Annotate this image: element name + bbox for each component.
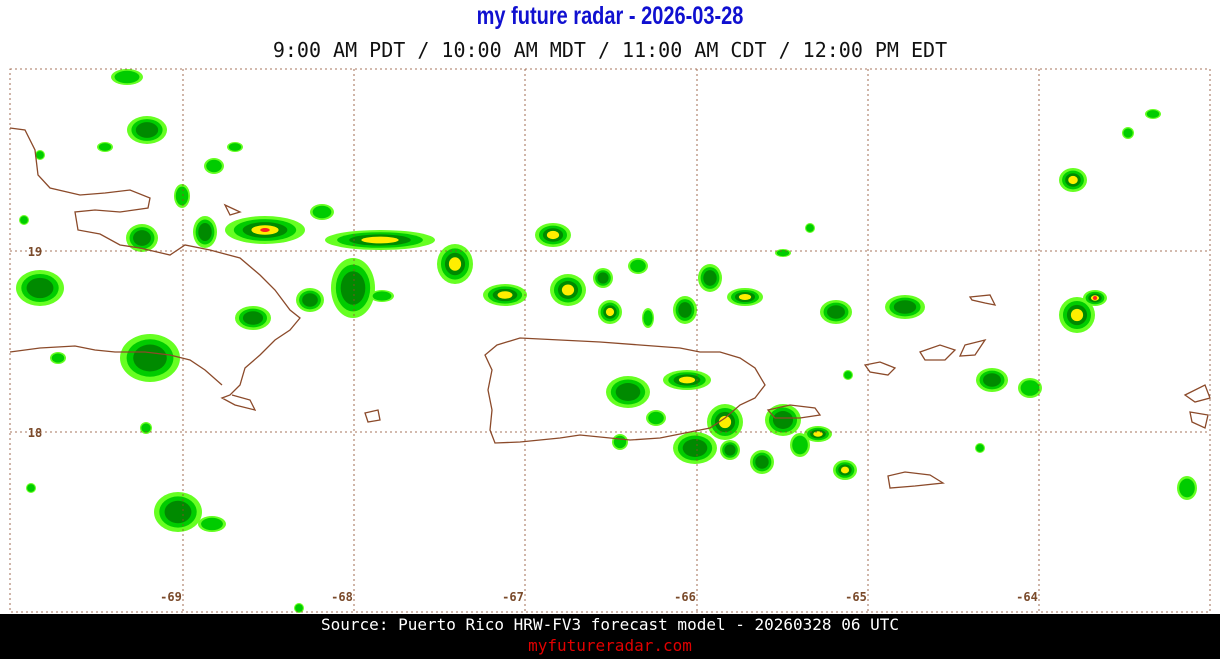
lat-label: 18 <box>28 426 42 440</box>
radar-echo <box>738 293 752 301</box>
coast-hispaniola <box>9 127 301 411</box>
radar-echo <box>597 272 609 284</box>
radar-echo <box>561 284 575 296</box>
radar-echo <box>678 302 692 318</box>
radar-echo <box>51 353 65 363</box>
radar-echo <box>164 500 192 524</box>
radar-echo <box>201 517 223 531</box>
coast-puerto-rico <box>484 337 766 444</box>
radar-echo <box>840 466 850 474</box>
lon-label: -64 <box>1016 590 1038 604</box>
radar-echo <box>114 70 140 84</box>
radar-echo <box>806 224 814 232</box>
radar-echo <box>312 205 332 219</box>
radar-echo <box>844 371 852 379</box>
subtitle: 9:00 AM PDT / 10:00 AM MDT / 11:00 AM CD… <box>272 38 948 62</box>
coast-virgin-islands <box>863 338 987 376</box>
footer-source: Source: Puerto Rico HRW-FV3 forecast mod… <box>321 615 899 634</box>
radar-echo <box>1068 175 1078 185</box>
radar-echo <box>26 277 54 299</box>
radar-echo <box>772 411 794 429</box>
radar-echo <box>340 271 366 305</box>
coast-vieques <box>766 404 822 419</box>
radar-echo <box>678 376 696 384</box>
lon-label: -68 <box>331 590 353 604</box>
radar-echo <box>643 310 653 326</box>
radar-echo <box>546 230 560 240</box>
radar-echo <box>27 484 35 492</box>
radar-echo <box>228 143 242 151</box>
radar-echo <box>605 307 615 317</box>
radar-echo <box>613 435 627 449</box>
footer: Source: Puerto Rico HRW-FV3 forecast mod… <box>0 614 1220 659</box>
lon-label: -67 <box>502 590 524 604</box>
radar-echo <box>242 311 264 325</box>
radar-echo <box>141 423 151 433</box>
radar-echo <box>827 305 845 319</box>
radar-echo <box>98 143 112 151</box>
radar-echo <box>1146 110 1160 118</box>
lon-label: -66 <box>674 590 696 604</box>
coast-st-croix <box>887 471 945 489</box>
graticule: -69 -68 -67 -66 -65 -64 19 18 <box>10 69 1210 612</box>
map-frame <box>9 68 1211 613</box>
coastlines <box>9 127 1211 489</box>
radar-echo <box>1179 478 1195 498</box>
radar-echo <box>133 230 151 246</box>
radar-echo <box>893 300 917 314</box>
radar-echo <box>983 373 1001 387</box>
radar-echo <box>755 455 769 469</box>
radar-layer <box>16 69 1197 613</box>
radar-echo <box>1123 128 1133 138</box>
radar-echo <box>206 159 222 173</box>
radar-echo <box>813 431 823 437</box>
radar-echo <box>36 151 44 159</box>
map: -69 -68 -67 -66 -65 -64 19 18 <box>9 68 1211 613</box>
footer-site: myfutureradar.com <box>528 636 692 655</box>
map-background <box>10 69 1210 612</box>
radar-echo <box>724 444 736 456</box>
radar-echo <box>198 223 212 241</box>
radar-echo <box>260 228 270 232</box>
radar-echo <box>175 186 189 206</box>
radar-echo <box>302 293 318 307</box>
radar-echo <box>703 270 717 286</box>
radar-echo <box>1020 380 1040 396</box>
radar-echo <box>776 249 790 257</box>
radar-echo <box>792 435 808 455</box>
radar-echo <box>976 444 984 452</box>
radar-echo <box>20 216 28 224</box>
radar-echo <box>648 411 664 425</box>
radar-echo <box>133 344 167 372</box>
lat-label: 19 <box>28 245 42 259</box>
radar-echo <box>615 383 641 401</box>
radar-echo <box>361 236 399 244</box>
radar-echo <box>372 291 392 301</box>
radar-echo <box>1093 296 1097 300</box>
radar-echo <box>630 259 646 273</box>
coast-small-islands <box>223 203 1211 429</box>
radar-echo <box>718 415 732 429</box>
radar-echo <box>497 291 513 299</box>
radar-echo <box>295 604 303 612</box>
title: my future radar - 2026-03-28 <box>476 2 744 30</box>
radar-echo <box>682 439 708 457</box>
radar-echo <box>448 257 462 271</box>
radar-echo <box>135 122 159 138</box>
radar-echo <box>1070 308 1084 322</box>
lon-label: -69 <box>160 590 182 604</box>
lon-label: -65 <box>845 590 867 604</box>
